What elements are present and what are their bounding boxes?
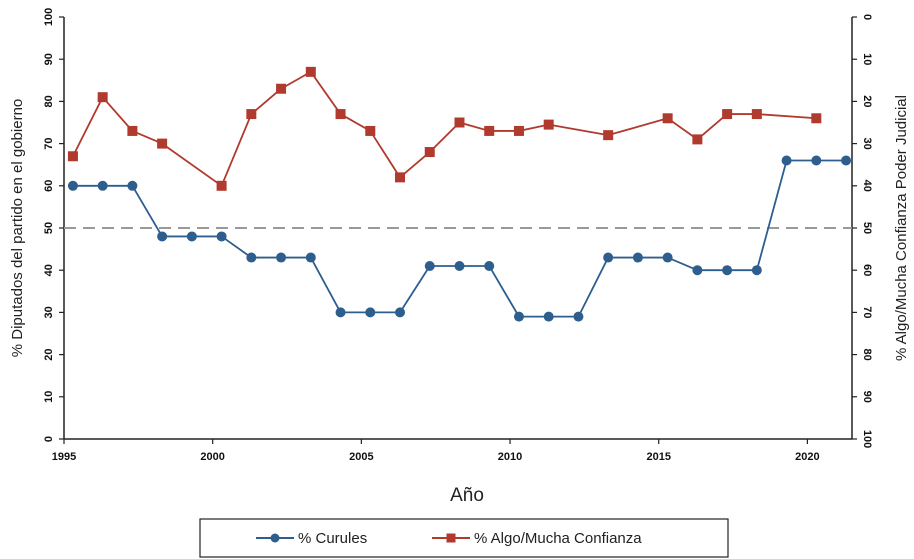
x-tick-label: 2015 — [646, 451, 670, 463]
data-point-curules — [97, 180, 108, 191]
data-point-curules — [692, 265, 703, 276]
y-right-tick-label: 40 — [861, 180, 873, 192]
y-right-tick-label: 50 — [861, 222, 873, 234]
data-point-curules — [781, 155, 792, 166]
data-point-confianza — [751, 109, 762, 120]
data-point-confianza — [424, 147, 435, 158]
data-point-curules — [454, 260, 465, 271]
data-point-confianza — [454, 117, 465, 128]
data-point-curules — [632, 252, 643, 263]
legend: % Curules % Algo/Mucha Confianza — [199, 518, 729, 558]
y-left-tick-label: 30 — [43, 306, 55, 318]
data-point-curules — [186, 231, 197, 242]
series-layer — [67, 66, 852, 322]
legend-label-confianza: % Algo/Mucha Confianza — [474, 530, 642, 547]
y-right-tick-label: 20 — [861, 95, 873, 107]
y-right-tick-label: 60 — [861, 264, 873, 276]
data-point-confianza — [603, 130, 614, 141]
y-axis-right-title: % Algo/Mucha Confianza Poder Judicial — [893, 95, 910, 361]
y-right-tick-label: 10 — [861, 53, 873, 65]
data-point-confianza — [305, 66, 316, 77]
data-point-curules — [395, 307, 406, 318]
y-left-tick-label: 40 — [43, 264, 55, 276]
data-point-curules — [543, 311, 554, 322]
y-left-tick-label: 50 — [43, 222, 55, 234]
data-point-confianza — [127, 125, 138, 136]
y-right-tick-label: 70 — [861, 306, 873, 318]
y-left-tick-label: 100 — [43, 8, 55, 26]
data-point-curules — [513, 311, 524, 322]
data-point-confianza — [246, 109, 257, 120]
data-point-confianza — [97, 92, 108, 103]
data-point-confianza — [692, 134, 703, 145]
x-tick-label: 2005 — [349, 451, 373, 463]
data-point-curules — [811, 155, 822, 166]
data-point-curules — [246, 252, 257, 263]
data-point-confianza — [365, 125, 376, 136]
y-left-tick-label: 10 — [43, 391, 55, 403]
data-point-curules — [365, 307, 376, 318]
x-tick-label: 2000 — [200, 451, 224, 463]
data-point-confianza — [662, 113, 673, 124]
y-right-tick-label: 80 — [861, 348, 873, 360]
data-point-confianza — [543, 119, 554, 130]
tick-layer: 0 10 20 30 40 50 60 70 80 90 100 0 10 20 30 40 50 60 70 80 9… — [43, 8, 873, 463]
data-point-curules — [722, 265, 733, 276]
data-point-confianza — [67, 151, 78, 162]
data-point-curules — [127, 180, 138, 191]
y-right-tick-label: 0 — [861, 14, 873, 20]
y-right-tick-label: 90 — [861, 391, 873, 403]
data-point-curules — [157, 231, 168, 242]
x-tick-label: 2010 — [498, 451, 522, 463]
y-axis-left-title: % Diputados del partido en el gobierno — [9, 99, 26, 358]
x-axis-title: Año — [450, 485, 484, 506]
data-point-curules — [603, 252, 614, 263]
data-point-curules — [841, 155, 852, 166]
y-left-tick-label: 70 — [43, 137, 55, 149]
data-point-confianza — [513, 125, 524, 136]
x-tick-label: 2020 — [795, 451, 819, 463]
data-point-confianza — [335, 109, 346, 120]
y-left-tick-label: 90 — [43, 53, 55, 65]
data-point-curules — [216, 231, 227, 242]
data-point-curules — [276, 252, 287, 263]
data-point-curules — [335, 307, 346, 318]
data-point-confianza — [811, 113, 822, 124]
data-point-curules — [424, 260, 435, 271]
data-point-curules — [751, 265, 762, 276]
y-left-tick-label: 60 — [43, 180, 55, 192]
data-point-curules — [67, 180, 78, 191]
data-point-confianza — [157, 138, 168, 149]
data-point-confianza — [722, 109, 733, 120]
y-left-tick-label: 20 — [43, 348, 55, 360]
data-point-confianza — [276, 83, 287, 94]
y-left-tick-label: 0 — [43, 436, 55, 442]
data-point-confianza — [395, 172, 406, 183]
data-point-confianza — [216, 180, 227, 191]
series-line-confianza — [72, 70, 817, 187]
data-point-confianza — [484, 125, 495, 136]
y-left-tick-label: 80 — [43, 95, 55, 107]
data-point-curules — [305, 252, 316, 263]
x-tick-label: 1995 — [52, 451, 76, 463]
legend-label-curules: % Curules — [298, 530, 367, 547]
data-point-curules — [484, 260, 495, 271]
legend-marker-curules — [270, 533, 280, 543]
legend-marker-confianza — [446, 533, 456, 543]
data-point-curules — [662, 252, 673, 263]
data-point-curules — [573, 311, 584, 322]
y-right-tick-label: 30 — [861, 137, 873, 149]
y-right-tick-label: 100 — [861, 430, 873, 448]
